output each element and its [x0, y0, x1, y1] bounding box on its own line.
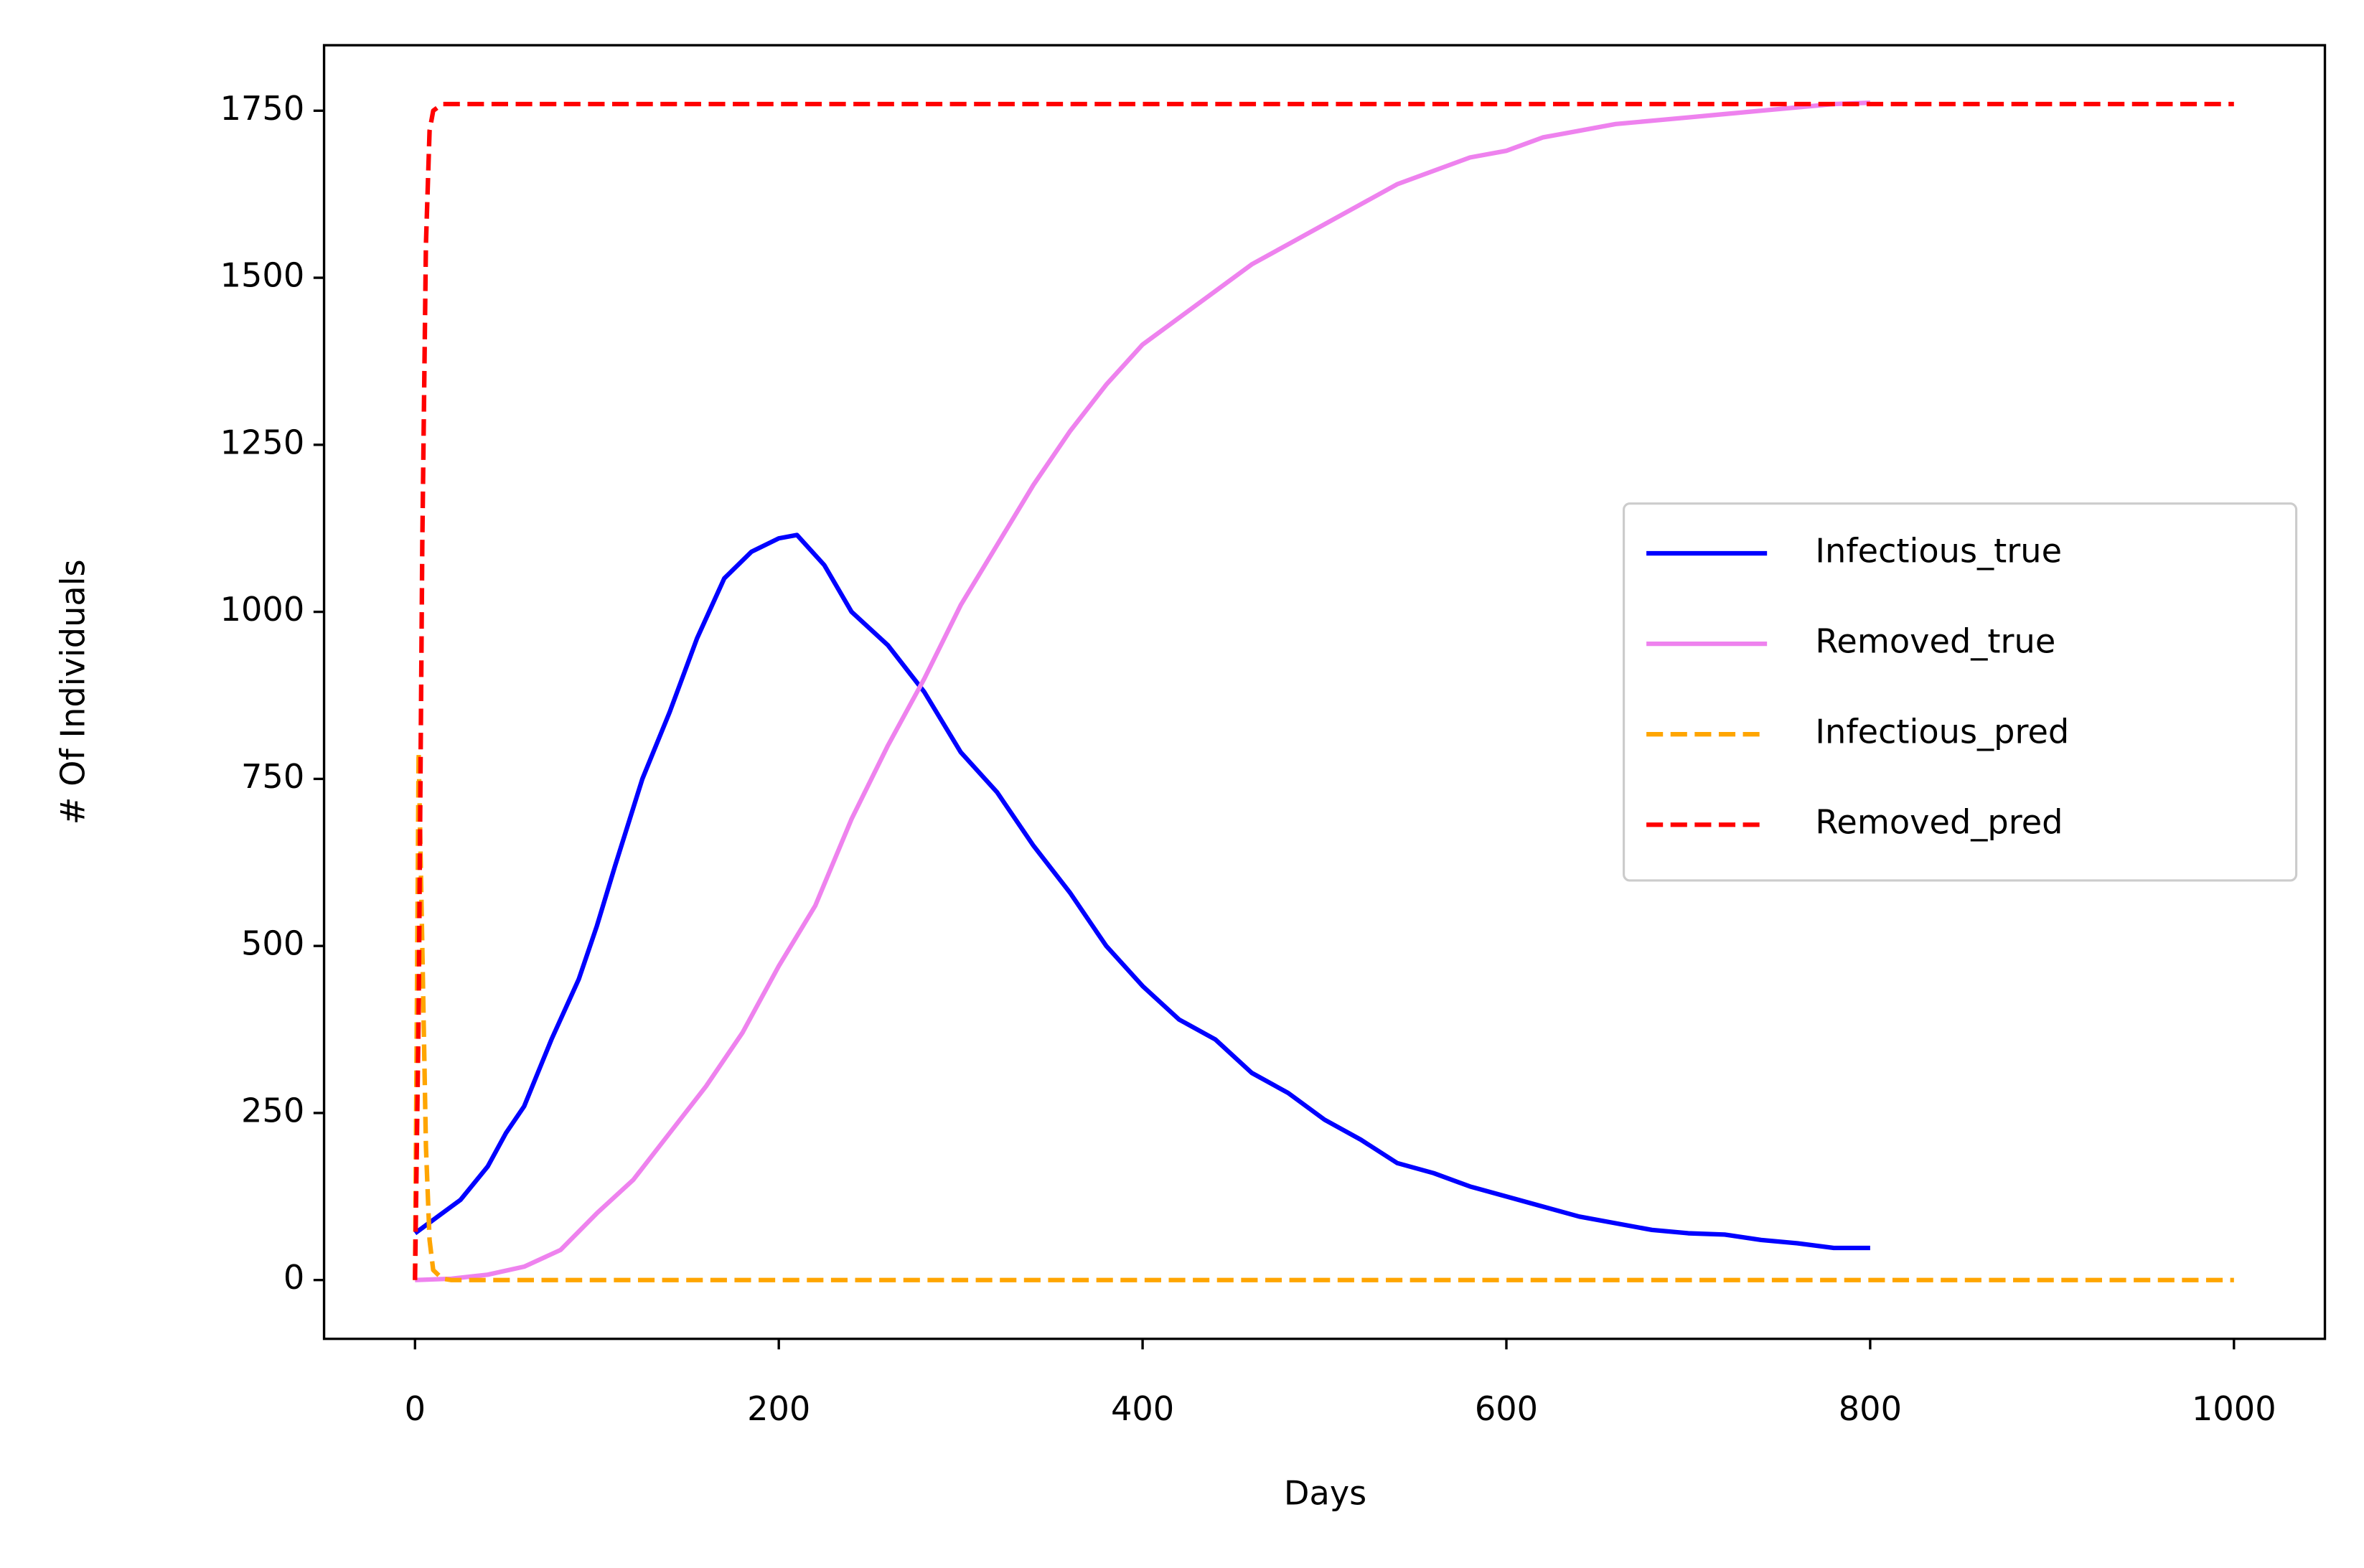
- x-axis-label: Days: [1284, 1474, 1366, 1513]
- legend-label: Infectious_true: [1815, 532, 2062, 571]
- plot-frame: [322, 44, 2327, 1341]
- y-tick-label: 0: [283, 1258, 304, 1297]
- series-line: [415, 100, 1871, 1282]
- x-tick-label: 200: [747, 1389, 810, 1428]
- y-tick-label: 1000: [220, 590, 305, 629]
- y-tick-label: 500: [241, 924, 304, 963]
- y-tick-label: 750: [241, 757, 304, 796]
- y-axis-label: # Of Individuals: [53, 559, 92, 825]
- x-tick-label: 800: [1839, 1389, 1902, 1428]
- y-tick-label: 250: [241, 1091, 304, 1130]
- y-tick-label: 1750: [220, 89, 305, 128]
- series-line: [413, 532, 1870, 1251]
- x-tick-label: 600: [1475, 1389, 1538, 1428]
- x-tick-label: 1000: [2192, 1389, 2276, 1428]
- series-line: [413, 101, 2234, 1280]
- legend-label: Removed_pred: [1815, 803, 2063, 842]
- legend-label: Removed_true: [1815, 622, 2055, 661]
- legend-box: [1623, 502, 2298, 882]
- x-tick-label: 400: [1111, 1389, 1174, 1428]
- x-tick-label: 0: [405, 1389, 426, 1428]
- y-tick-label: 1500: [220, 256, 305, 295]
- legend-label: Infectious_pred: [1815, 713, 2069, 751]
- y-tick-label: 1250: [220, 423, 305, 461]
